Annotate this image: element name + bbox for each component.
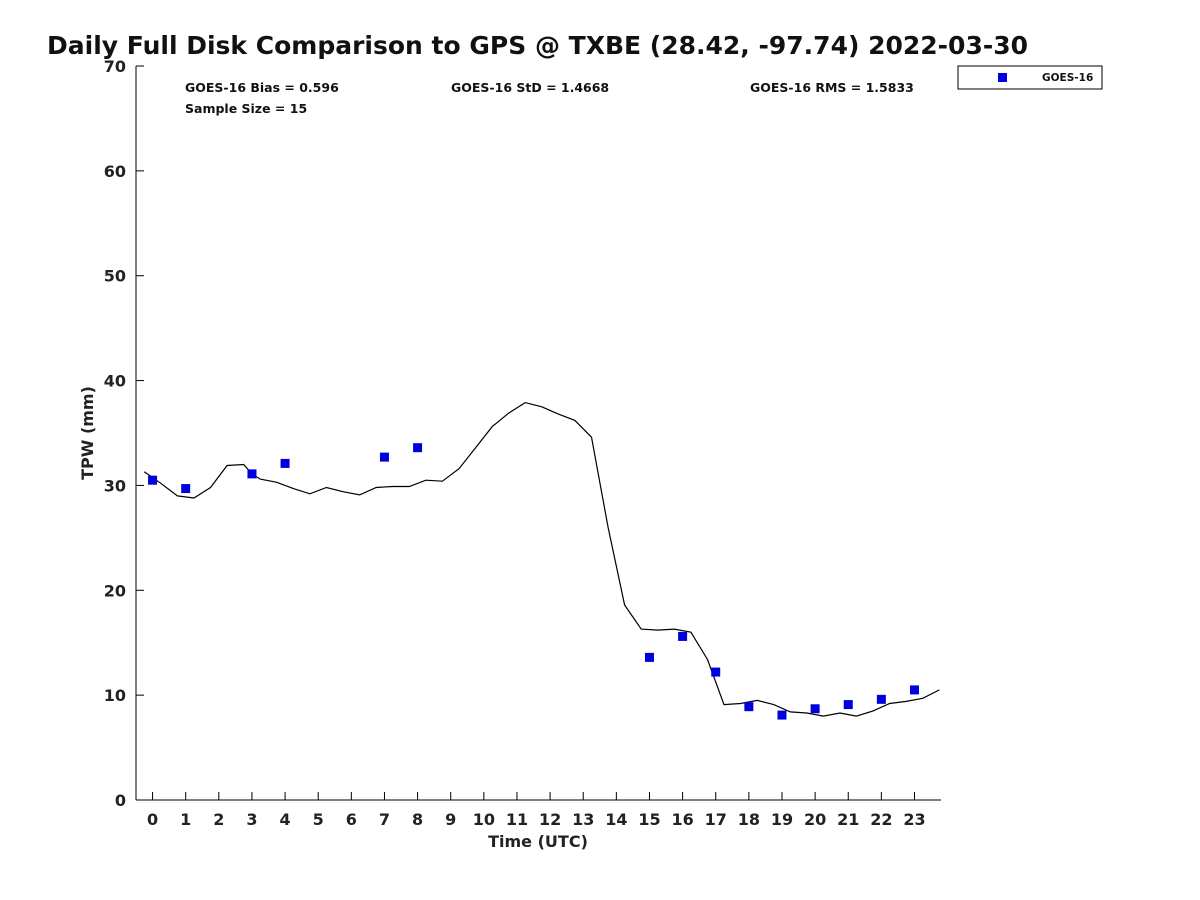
goes16-point — [810, 704, 820, 714]
x-tick-label: 21 — [837, 810, 859, 829]
goes16-point — [379, 452, 389, 462]
y-tick-label: 50 — [104, 267, 126, 286]
x-tick-label: 20 — [804, 810, 826, 829]
x-tick-label: 2 — [213, 810, 224, 829]
x-tick-label: 7 — [379, 810, 390, 829]
legend: GOES-16 — [957, 65, 1103, 90]
x-tick-label: 15 — [638, 810, 660, 829]
y-tick-label: 10 — [104, 686, 126, 705]
x-tick-label: 18 — [738, 810, 760, 829]
legend-box — [957, 65, 1103, 90]
y-tick-label: 40 — [104, 372, 126, 391]
series-goes16-points — [148, 443, 919, 720]
goes16-point — [413, 443, 423, 453]
stat-rms: GOES-16 RMS = 1.5833 — [750, 80, 914, 95]
x-tick-label: 3 — [246, 810, 257, 829]
goes16-point — [181, 484, 191, 494]
chart-title: Daily Full Disk Comparison to GPS @ TXBE… — [47, 31, 1028, 60]
goes16-point — [744, 702, 754, 712]
x-tick-label: 12 — [539, 810, 561, 829]
x-tick-label: 1 — [180, 810, 191, 829]
legend-marker-goes16 — [998, 73, 1007, 82]
x-axis-label: Time (UTC) — [488, 832, 588, 851]
y-tick-label: 0 — [115, 791, 126, 810]
x-tick-label: 13 — [572, 810, 594, 829]
x-tick-label: 14 — [605, 810, 627, 829]
legend-label-goes16: GOES-16 — [1042, 72, 1093, 84]
goes16-point — [644, 652, 654, 662]
goes16-point — [711, 667, 721, 677]
x-tick-label: 5 — [313, 810, 324, 829]
stat-std: GOES-16 StD = 1.4668 — [451, 80, 609, 95]
goes16-point — [843, 700, 853, 710]
goes16-point — [678, 631, 688, 641]
goes16-point — [876, 694, 886, 704]
x-ticks: 0 1 2 3 4 5 6 7 8 9 10 11 12 13 14 15 16 17 18 19 20 21 22 23 — [147, 792, 926, 829]
y-ticks: 0 10 20 30 40 50 60 70 — [104, 57, 144, 810]
x-tick-label: 0 — [147, 810, 158, 829]
x-tick-label: 6 — [346, 810, 357, 829]
goes16-point — [909, 685, 919, 695]
y-tick-label: 60 — [104, 162, 126, 181]
goes16-point — [148, 475, 158, 485]
x-tick-label: 19 — [771, 810, 793, 829]
goes16-point — [280, 458, 290, 468]
series-line-gps — [143, 401, 940, 717]
x-tick-label: 10 — [473, 810, 495, 829]
stat-bias: GOES-16 Bias = 0.596 — [185, 80, 339, 95]
x-tick-label: 17 — [705, 810, 727, 829]
stat-sample-size: Sample Size = 15 — [185, 101, 307, 116]
x-tick-label: 8 — [412, 810, 423, 829]
x-tick-label: 16 — [671, 810, 693, 829]
y-tick-label: 20 — [104, 581, 126, 600]
x-tick-label: 9 — [445, 810, 456, 829]
x-tick-label: 22 — [870, 810, 892, 829]
x-tick-label: 11 — [506, 810, 528, 829]
y-tick-label: 70 — [104, 57, 126, 76]
x-tick-label: 23 — [903, 810, 925, 829]
y-tick-label: 30 — [104, 476, 126, 495]
x-tick-label: 4 — [280, 810, 291, 829]
goes16-point — [777, 710, 787, 720]
y-axis-label: TPW (mm) — [78, 386, 97, 480]
goes16-point — [247, 469, 257, 479]
